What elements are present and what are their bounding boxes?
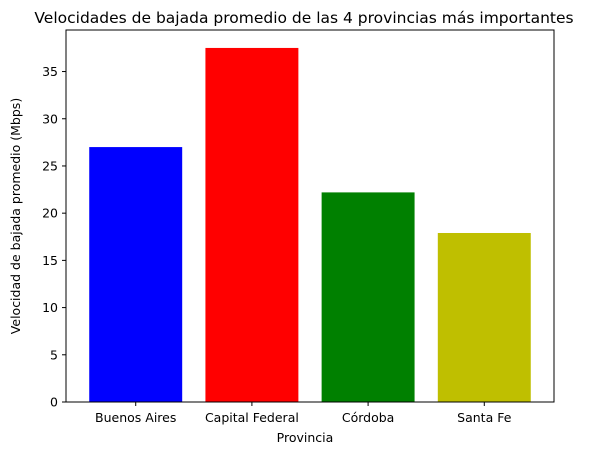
x-tick-label-1: Capital Federal — [205, 410, 299, 425]
plot-area-frame — [65, 29, 555, 403]
y-tick-label-2: 10 — [42, 300, 58, 315]
x-tick-label-2: Córdoba — [342, 410, 394, 425]
x-tick-label-0: Buenos Aires — [95, 410, 176, 425]
bars-group — [89, 47, 531, 402]
x-axis-label: Provincia — [277, 430, 334, 445]
y-axis-ticks: 0 5 10 15 20 25 30 35 — [42, 64, 66, 410]
y-tick-label-4: 20 — [42, 206, 58, 221]
y-tick-label-6: 30 — [42, 111, 58, 126]
bar-2 — [321, 192, 415, 402]
y-tick-label-7: 35 — [42, 64, 58, 79]
chart-title: Velocidades de bajada promedio de las 4 … — [34, 9, 573, 27]
y-tick-label-3: 15 — [42, 253, 58, 268]
y-tick-label-0: 0 — [50, 395, 58, 410]
y-axis-label: Velocidad de bajada promedio (Mbps) — [8, 98, 23, 334]
y-tick-label-1: 5 — [50, 347, 58, 362]
x-tick-label-3: Santa Fe — [457, 410, 512, 425]
bar-0 — [89, 147, 183, 402]
x-axis-ticks: Buenos Aires Capital Federal Córdoba Santa … — [95, 402, 512, 425]
bar-1 — [205, 47, 299, 402]
y-tick-label-5: 25 — [42, 158, 58, 173]
bar-3 — [437, 232, 531, 402]
